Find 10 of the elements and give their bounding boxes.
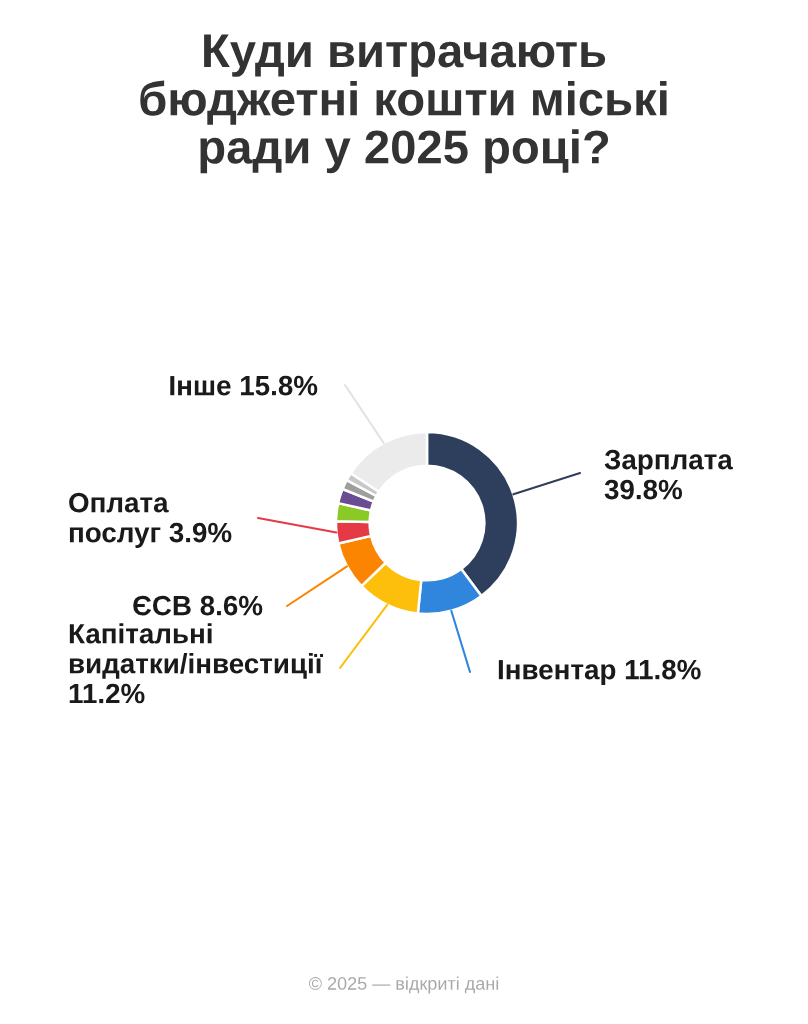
- chart-title: Куди витрачають бюджетні кошти міські ради у 2025 році?: [140, 34, 667, 174]
- slice-label: Капітальні видатки/інвестиції: [69, 623, 324, 679]
- slice-label: Зарплата: [604, 449, 733, 475]
- slice-label: Інвентар 11.8%: [498, 659, 701, 685]
- data-label: 39.8%: [604, 479, 683, 500]
- slice-label: ЄСВ 8.6%: [133, 595, 263, 616]
- text: © 2025 — відкриті дані: [308, 976, 499, 994]
- slice-label: Оплата послуг 3.9%: [69, 492, 232, 548]
- slice-label: Інше 15.8%: [170, 375, 318, 396]
- data-label: 11.2%: [69, 683, 145, 704]
